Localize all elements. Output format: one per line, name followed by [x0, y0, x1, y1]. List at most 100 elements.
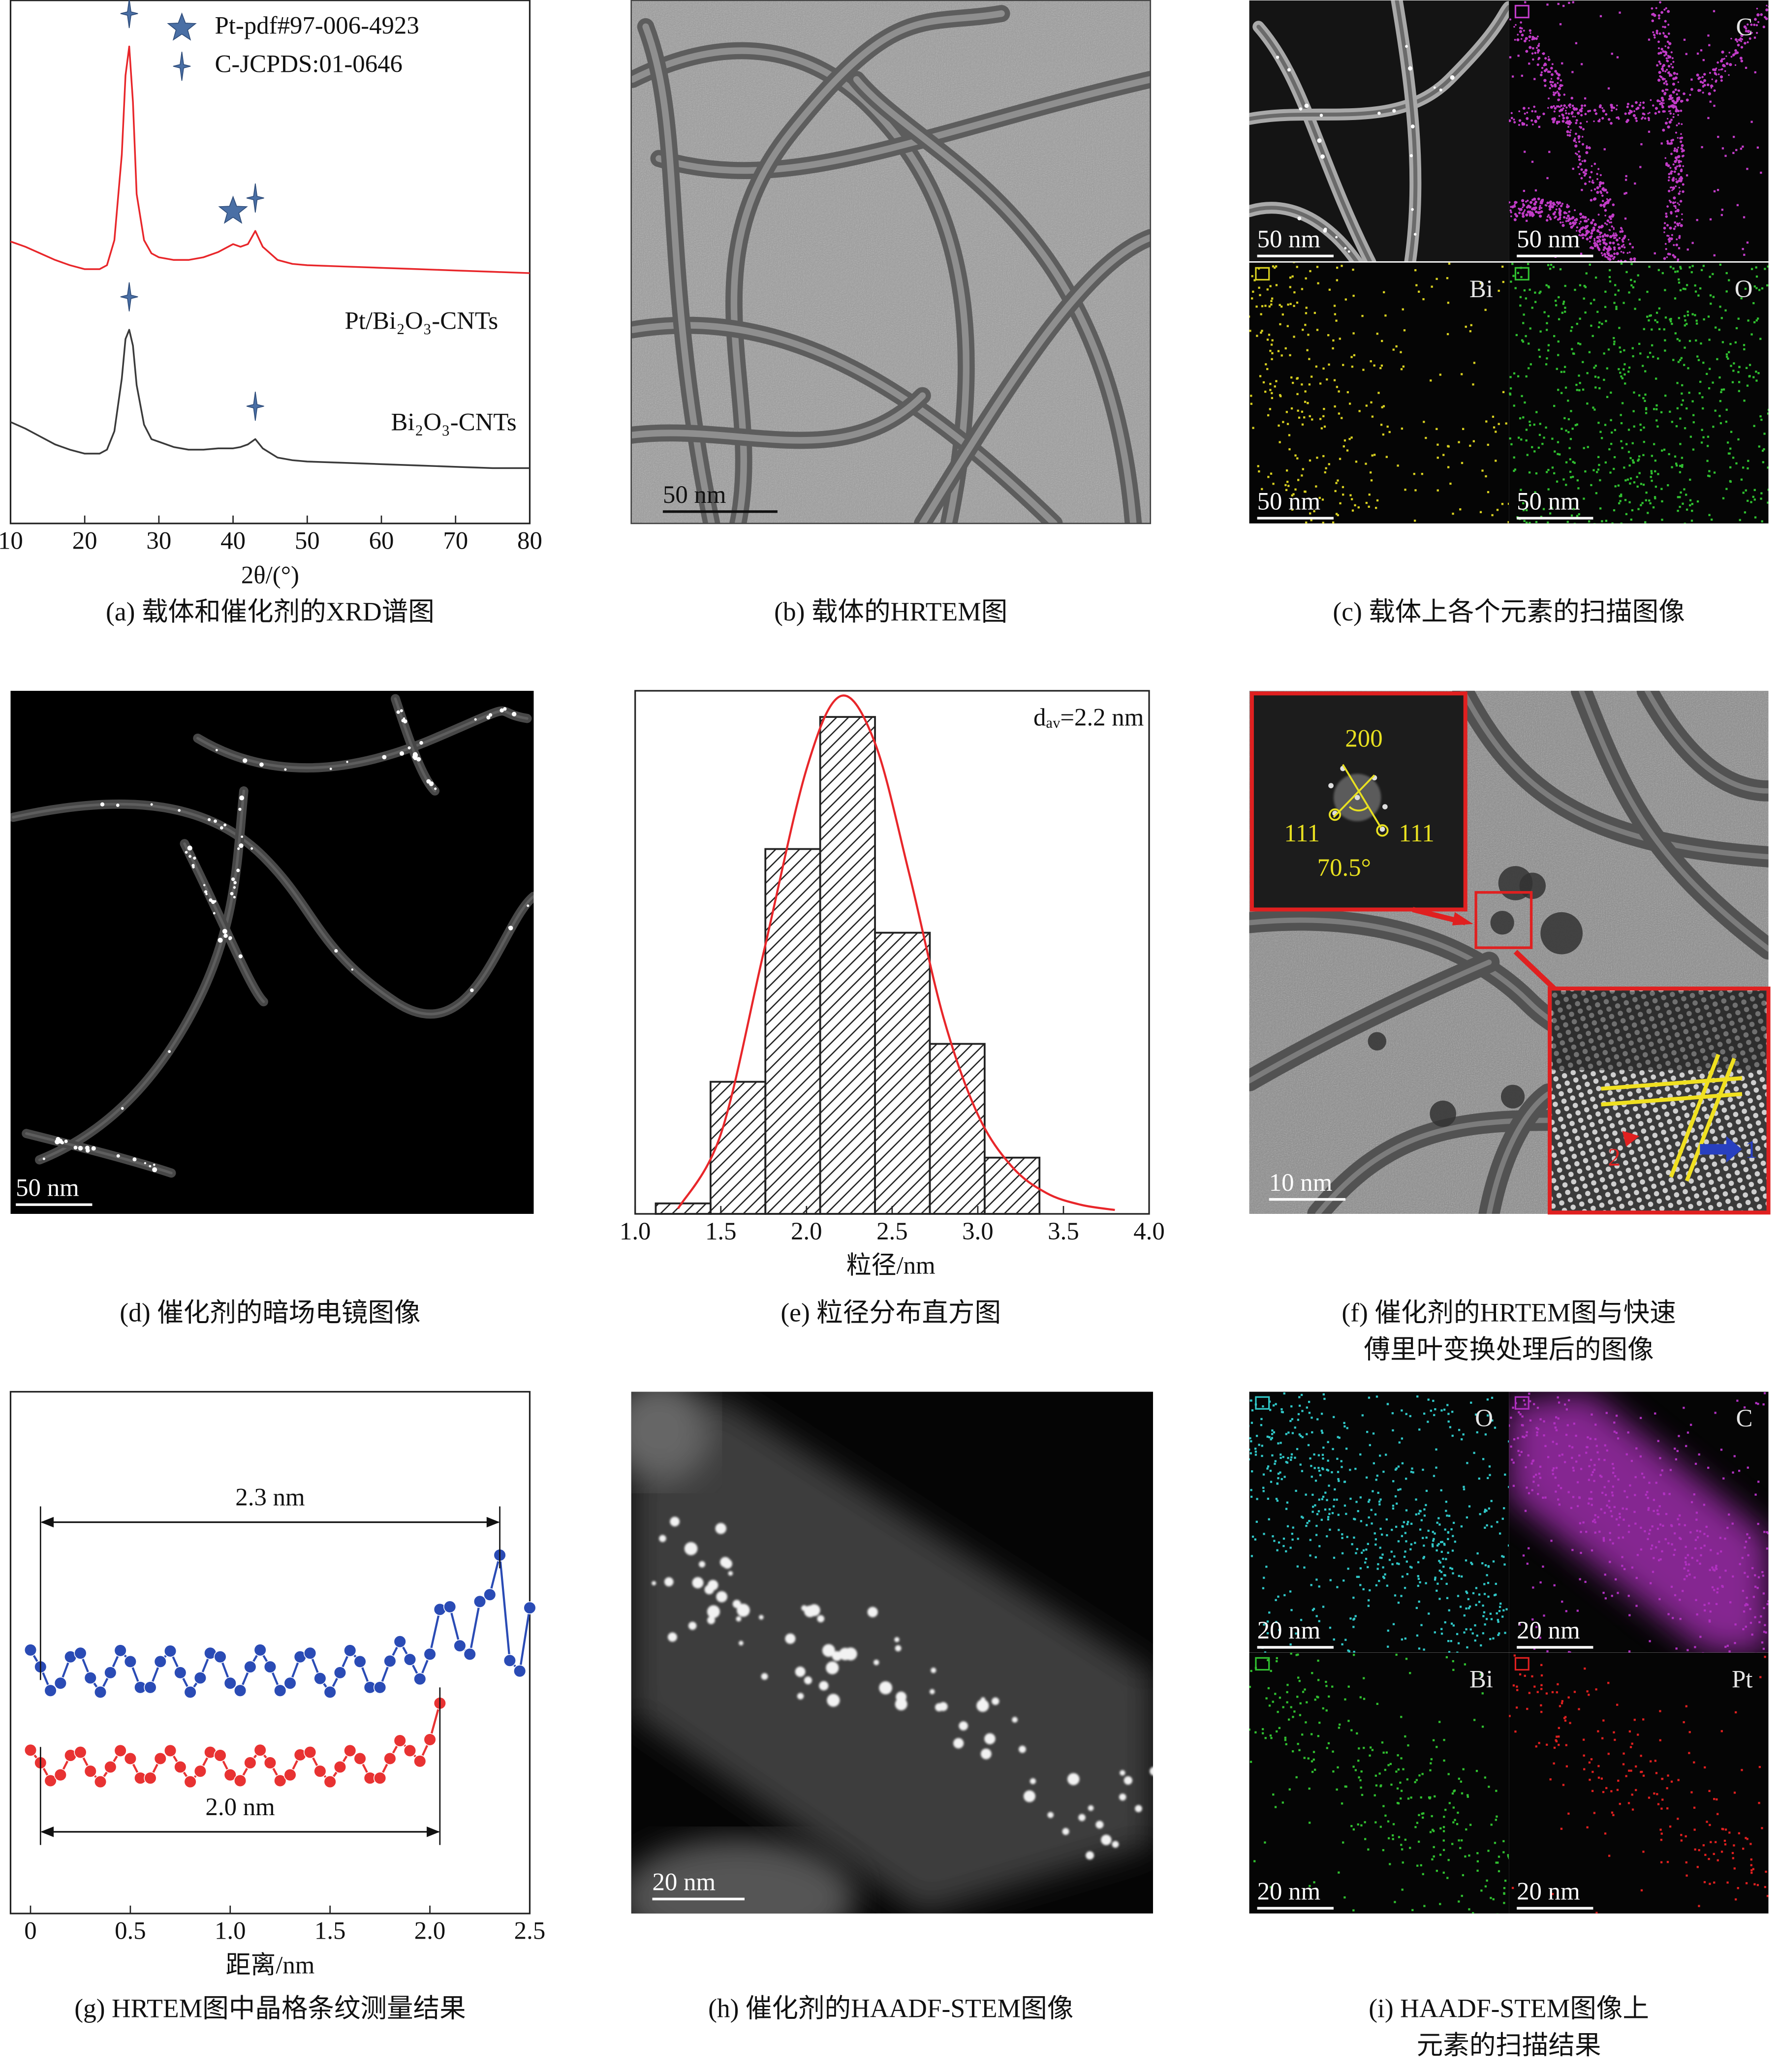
map-dot [1661, 519, 1663, 521]
particle [185, 851, 188, 854]
particle [1150, 1766, 1154, 1776]
particle [1675, 178, 1677, 180]
map-dot [1558, 1735, 1560, 1738]
map-dot [1763, 1392, 1766, 1394]
map-dot [1682, 1590, 1684, 1592]
map-dot [1271, 297, 1274, 300]
particle [1547, 58, 1551, 62]
map-dot [1528, 1692, 1530, 1694]
map-dot [1434, 1578, 1436, 1581]
map-dot [1531, 307, 1533, 309]
map-dot [1267, 1497, 1269, 1500]
map-dot [1638, 455, 1641, 458]
map-dot [1686, 1431, 1689, 1434]
particle [1530, 119, 1533, 122]
map-dot [1546, 1743, 1548, 1746]
map-dot [1633, 1511, 1636, 1513]
map-dot [1440, 1577, 1443, 1580]
map-dot [1561, 1600, 1563, 1603]
map-dot [1628, 1730, 1631, 1732]
tube-core [655, 76, 1151, 174]
map-dot [1538, 355, 1541, 358]
map-dot [1400, 1595, 1403, 1597]
map-dot [1471, 1632, 1474, 1635]
map-dot [1555, 1429, 1558, 1431]
map-dot [1645, 407, 1648, 409]
map-dot [1584, 286, 1587, 288]
particle [1601, 107, 1603, 109]
map-dot [1225, 1454, 1227, 1456]
particle [1539, 205, 1541, 207]
map-dot [1674, 1548, 1676, 1551]
map-dot [1265, 1565, 1268, 1568]
map-dot [1562, 303, 1565, 305]
map-dot [1713, 254, 1716, 257]
particle [1554, 203, 1556, 206]
map-dot [1725, 272, 1728, 275]
map-dot [1722, 1828, 1724, 1830]
map-dot [1760, 497, 1762, 500]
particle [1581, 104, 1584, 107]
map-dot [1460, 1780, 1462, 1783]
map-dot [1490, 1618, 1493, 1620]
particle [1677, 202, 1679, 204]
map-dot [1446, 1597, 1449, 1599]
map-dot [1533, 78, 1536, 80]
map-dot [1682, 287, 1685, 290]
scale-bar-label: 50 nm [663, 481, 726, 509]
map-dot [1483, 1593, 1486, 1595]
map-dot [1433, 1830, 1435, 1832]
map-dot [1601, 323, 1603, 325]
map-dot [1413, 473, 1415, 475]
particle [1584, 182, 1587, 186]
map-dot [1536, 1691, 1539, 1693]
map-dot [1603, 1512, 1606, 1514]
map-dot [1742, 1589, 1745, 1592]
map-dot [1250, 395, 1252, 397]
particle [1520, 38, 1523, 40]
map-dot [1392, 1504, 1395, 1507]
map-dot [1597, 376, 1600, 379]
map-dot [1675, 168, 1677, 170]
map-dot [1731, 1927, 1733, 1929]
particle [1566, 130, 1569, 133]
map-dot [1266, 339, 1269, 341]
particle [1597, 236, 1599, 238]
x-tick-label: 3.0 [962, 1218, 994, 1245]
map-dot [1679, 417, 1682, 420]
particle [1581, 143, 1585, 146]
map-dot [1301, 423, 1304, 426]
map-dot [1457, 1642, 1460, 1644]
particle [144, 1162, 147, 1165]
particle [1621, 245, 1623, 248]
map-dot [1572, 1, 1574, 3]
map-dot [1429, 1831, 1432, 1833]
map-dot [1409, 1847, 1411, 1849]
map-dot [1677, 210, 1680, 213]
map-dot [1406, 1523, 1409, 1525]
map-dot [1699, 380, 1702, 383]
map-dot [1333, 305, 1336, 307]
map-dot [1419, 1581, 1421, 1583]
map-dot [1616, 1703, 1619, 1706]
map-dot [1696, 219, 1698, 221]
map-dot [1634, 182, 1636, 185]
map-dot [1296, 1565, 1299, 1568]
map-dot [1380, 1784, 1382, 1787]
map-dot [1716, 358, 1718, 361]
map-dot [1501, 1555, 1503, 1557]
particle [1681, 144, 1684, 147]
particle [1734, 38, 1738, 41]
map-dot [1688, 1752, 1690, 1754]
map-dot [1486, 1398, 1489, 1401]
map-dot [1446, 1515, 1448, 1517]
particle [399, 751, 405, 756]
map-dot [1261, 305, 1264, 308]
map-dot [1354, 1615, 1357, 1617]
map-dot [1349, 494, 1352, 496]
map-dot [1540, 1664, 1543, 1667]
map-dot [1761, 1641, 1764, 1644]
particle [827, 1694, 840, 1707]
annotation: dₐᵥ=2.2 nm [1033, 704, 1144, 732]
map-dot [1461, 373, 1463, 375]
